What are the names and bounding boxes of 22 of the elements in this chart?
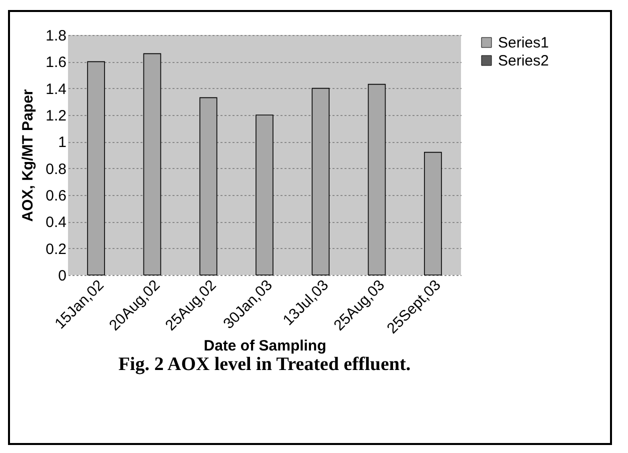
y-axis-title: AOX, Kg/MT Paper — [20, 89, 37, 222]
y-tick-label: 0.2 — [46, 240, 66, 258]
y-tick-label: 1 — [58, 134, 66, 152]
y-tick-label: 1.6 — [46, 54, 66, 72]
bar — [256, 114, 274, 276]
bar — [87, 61, 105, 276]
x-axis-title: Date of Sampling — [204, 337, 326, 354]
y-tick-label: 1.8 — [46, 28, 66, 44]
y-tick-label: 0.8 — [46, 160, 66, 178]
y-tick-label: 0.6 — [46, 188, 66, 204]
y-tick-label: 1.2 — [46, 108, 66, 124]
y-tick-label: 0.4 — [46, 214, 66, 232]
bar — [312, 88, 330, 276]
bar — [424, 152, 442, 276]
y-tick-label: 0 — [58, 268, 66, 284]
legend-label: Series1 — [498, 34, 549, 52]
bar — [199, 97, 218, 276]
legend-label: Series2 — [498, 52, 549, 70]
bar — [368, 84, 386, 276]
text: Fig. 2 AOX level in Treated effluent. — [118, 354, 411, 375]
y-tick-label: 1.4 — [46, 80, 66, 98]
bar — [143, 53, 162, 276]
